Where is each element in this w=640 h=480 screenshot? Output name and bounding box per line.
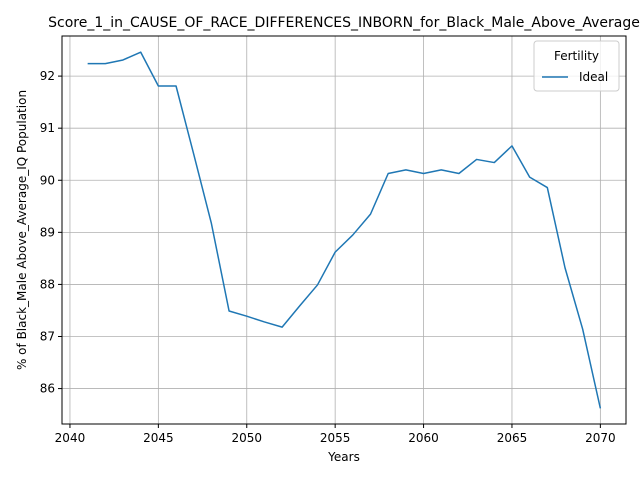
x-tick-label: 2045 [143, 431, 174, 445]
x-tick-label: 2055 [320, 431, 351, 445]
y-tick-label: 86 [40, 382, 55, 396]
legend-title: Fertility [554, 49, 599, 63]
series-line-ideal [87, 51, 602, 409]
series-lines [87, 51, 602, 409]
y-tick-label: 92 [40, 69, 55, 83]
axis-ticks: 2040 2045 2050 2055 2060 2065 2070 86 87 88 89 90 91… [40, 69, 616, 445]
x-axis-label: Years [327, 450, 360, 464]
y-tick-label: 90 [40, 173, 55, 187]
plot-area-frame [61, 35, 627, 425]
y-tick-label: 87 [40, 330, 55, 344]
legend: Fertility Ideal [533, 40, 620, 92]
x-tick-label: 2070 [585, 431, 616, 445]
legend-box [533, 40, 620, 92]
grid [62, 36, 626, 424]
y-axis-label: % of Black_Male Above_Average_IQ Populat… [15, 90, 29, 370]
x-tick-label: 2040 [55, 431, 86, 445]
x-tick-label: 2060 [408, 431, 439, 445]
chart-title: Score_1_in_CAUSE_OF_RACE_DIFFERENCES_INB… [48, 15, 640, 31]
x-tick-label: 2050 [231, 431, 262, 445]
y-tick-label: 88 [40, 277, 55, 291]
legend-entry-label: Ideal [579, 70, 608, 84]
x-tick-label: 2065 [497, 431, 528, 445]
y-tick-label: 91 [40, 121, 55, 135]
y-tick-label: 89 [40, 225, 55, 239]
